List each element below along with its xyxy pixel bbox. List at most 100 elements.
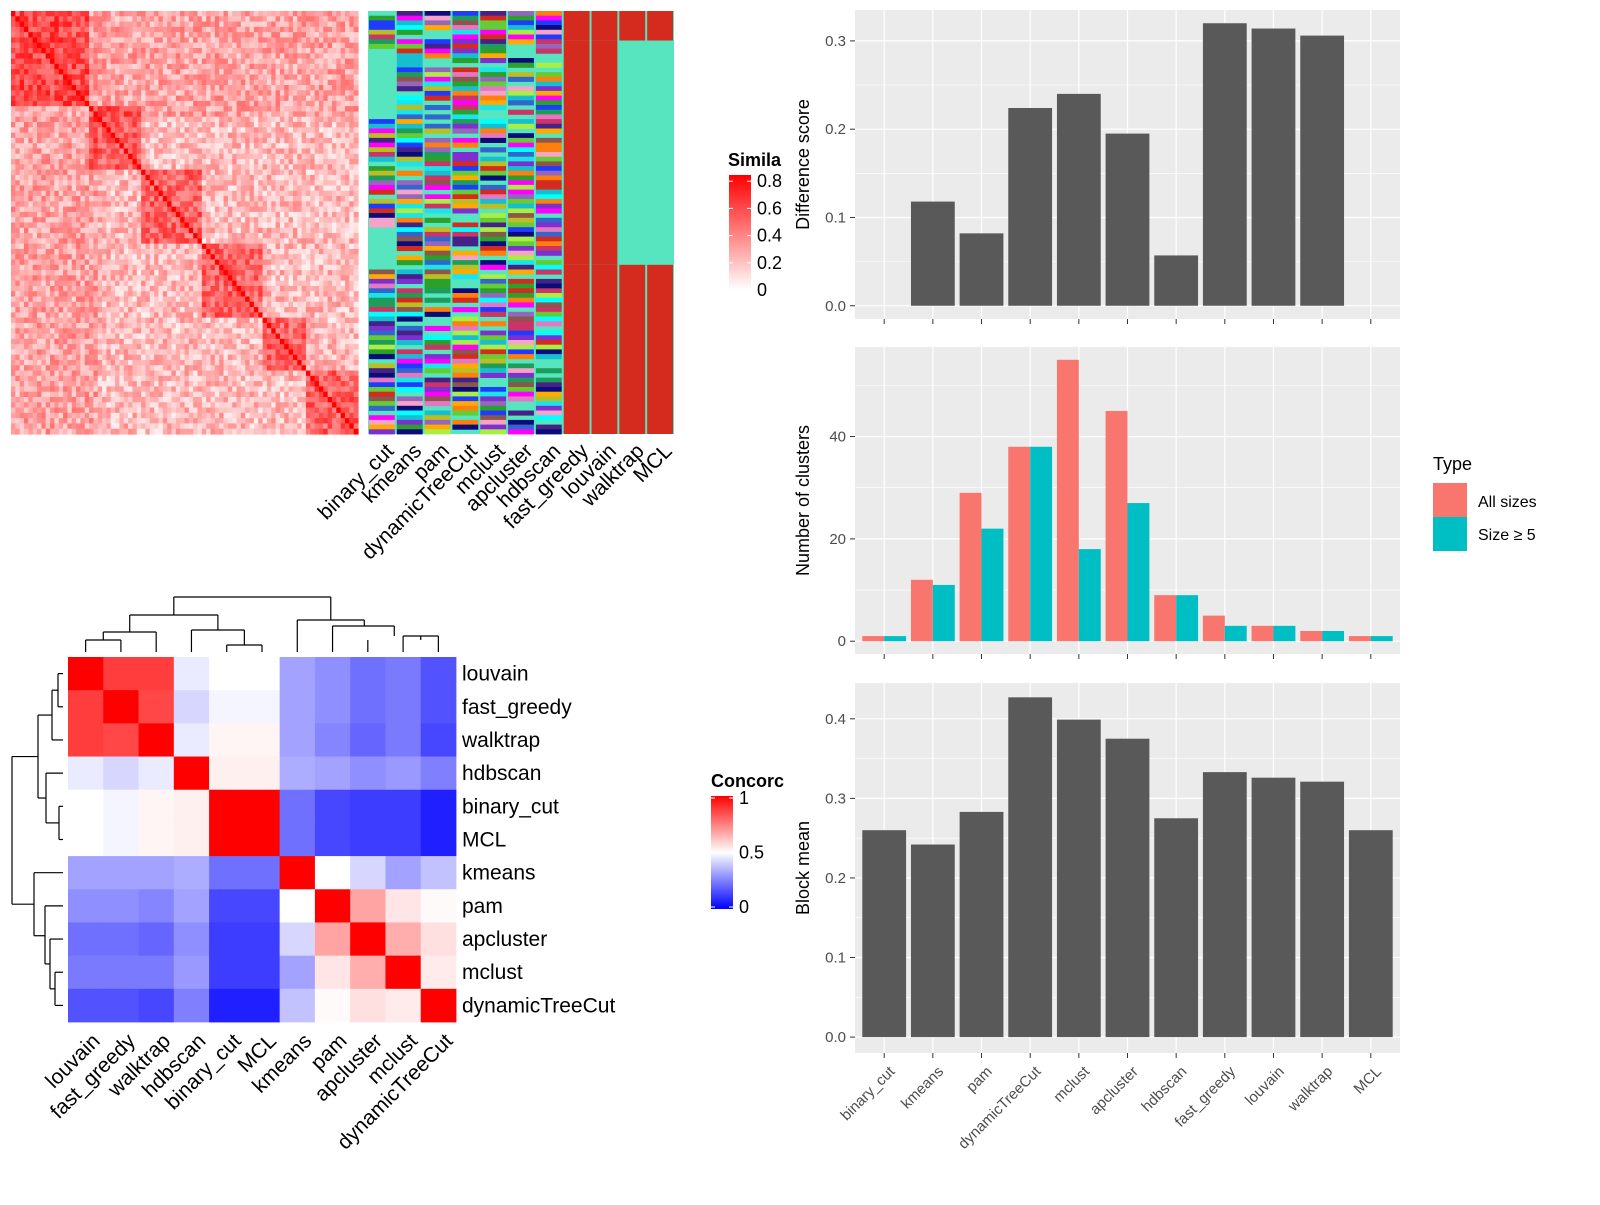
similarity-cell xyxy=(310,264,316,271)
similarity-cell xyxy=(258,243,264,250)
similarity-cell xyxy=(297,222,303,229)
similarity-cell xyxy=(240,285,246,292)
similarity-cell xyxy=(67,217,73,224)
similarity-cell xyxy=(245,37,251,44)
similarity-cell xyxy=(115,201,121,208)
similarity-cell xyxy=(24,32,29,39)
similarity-cell xyxy=(318,291,324,298)
similarity-cell xyxy=(227,259,233,266)
similarity-cell xyxy=(84,100,90,107)
similarity-cell xyxy=(184,116,190,123)
similarity-cell xyxy=(314,11,320,17)
similarity-cell xyxy=(175,111,181,118)
similarity-cell xyxy=(258,79,264,86)
similarity-cell xyxy=(340,201,346,208)
similarity-cell xyxy=(271,322,277,329)
similarity-cell xyxy=(227,21,233,28)
similarity-cell xyxy=(305,190,311,197)
similarity-cell xyxy=(258,211,264,218)
similarity-cell xyxy=(180,333,186,340)
similarity-cell xyxy=(206,69,212,76)
similarity-cell xyxy=(58,79,64,86)
similarity-cell xyxy=(41,111,47,118)
similarity-cell xyxy=(28,280,34,287)
similarity-cell xyxy=(67,106,73,113)
similarity-cell xyxy=(162,270,168,276)
similarity-cell xyxy=(331,11,337,17)
similarity-cell xyxy=(132,307,138,313)
similarity-cell xyxy=(50,206,55,213)
similarity-cell xyxy=(128,63,134,70)
similarity-cell xyxy=(292,307,298,313)
similarity-cell xyxy=(223,143,229,150)
similarity-cell xyxy=(28,312,34,319)
similarity-cell xyxy=(37,85,42,91)
similarity-cell xyxy=(184,322,190,329)
similarity-cell xyxy=(76,164,81,171)
similarity-cell xyxy=(240,243,246,250)
similarity-cell xyxy=(84,69,90,76)
similarity-cell xyxy=(344,116,350,123)
similarity-cell xyxy=(162,296,168,303)
similarity-cell xyxy=(154,153,160,160)
similarity-cell xyxy=(258,270,264,276)
similarity-cell xyxy=(24,285,29,292)
similarity-cell xyxy=(154,21,160,28)
similarity-cell xyxy=(245,21,251,28)
similarity-cell xyxy=(84,159,90,165)
similarity-cell xyxy=(154,48,160,54)
similarity-cell xyxy=(219,222,225,229)
similarity-cell xyxy=(141,238,147,245)
similarity-cell xyxy=(119,333,125,340)
similarity-cell xyxy=(271,137,277,144)
similarity-cell xyxy=(106,206,112,213)
similarity-cell xyxy=(327,301,333,308)
similarity-cell xyxy=(58,106,64,113)
similarity-cell xyxy=(145,132,151,139)
similarity-cell xyxy=(32,280,38,287)
similarity-cell xyxy=(54,338,60,345)
similarity-cell xyxy=(119,233,125,239)
similarity-cell xyxy=(180,127,186,134)
similarity-cell xyxy=(292,116,298,123)
similarity-cell xyxy=(275,211,281,218)
similarity-cell xyxy=(123,174,129,181)
similarity-cell xyxy=(37,148,42,155)
similarity-cell xyxy=(76,79,81,86)
similarity-cell xyxy=(37,211,42,218)
similarity-cell xyxy=(97,328,103,335)
similarity-cell xyxy=(45,190,51,197)
similarity-cell xyxy=(123,211,129,218)
similarity-cell xyxy=(136,217,142,224)
similarity-cell xyxy=(327,280,333,287)
similarity-cell xyxy=(279,185,285,192)
similarity-cell xyxy=(340,328,346,335)
similarity-cell xyxy=(197,26,203,33)
similarity-cell xyxy=(80,285,86,292)
similarity-cell xyxy=(197,74,203,81)
similarity-cell xyxy=(15,143,21,150)
similarity-cell xyxy=(184,296,190,303)
similarity-cell xyxy=(37,143,42,150)
similarity-cell xyxy=(236,106,242,113)
similarity-cell xyxy=(305,333,311,340)
similarity-cell xyxy=(288,90,294,97)
similarity-cell xyxy=(102,185,108,192)
similarity-cell xyxy=(240,148,246,155)
similarity-cell xyxy=(340,227,346,234)
similarity-cell xyxy=(97,32,103,39)
similarity-cell xyxy=(297,26,303,33)
similarity-cell xyxy=(154,307,160,313)
similarity-cell xyxy=(301,322,307,329)
similarity-cell xyxy=(323,233,329,239)
similarity-cell xyxy=(145,53,151,60)
similarity-cell xyxy=(275,85,281,91)
similarity-cell xyxy=(24,259,29,266)
similarity-cell xyxy=(119,164,125,171)
similarity-cell xyxy=(227,233,233,239)
similarity-cell xyxy=(232,32,238,39)
similarity-cell xyxy=(141,243,147,250)
similarity-cell xyxy=(80,328,86,335)
similarity-cell xyxy=(193,264,199,271)
similarity-cell xyxy=(63,280,68,287)
